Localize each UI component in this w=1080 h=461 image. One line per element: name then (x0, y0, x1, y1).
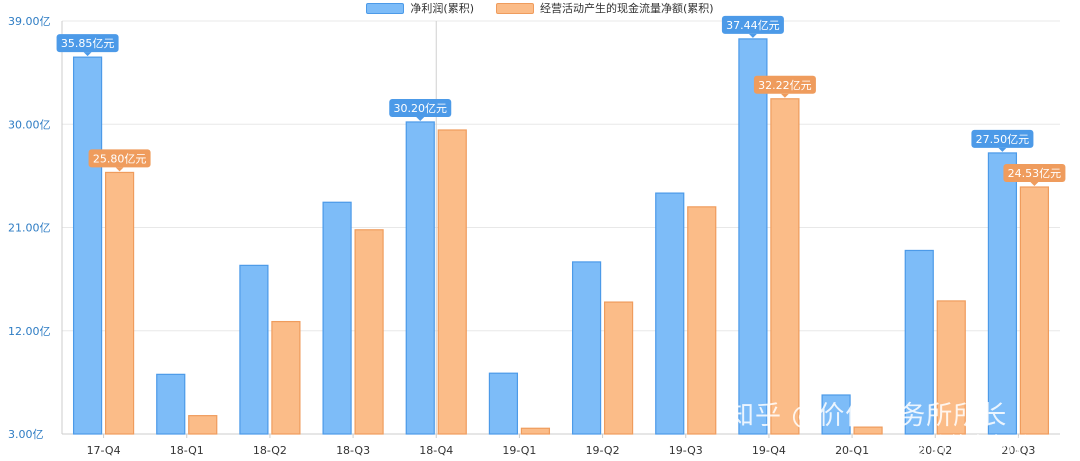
x-tick-label: 19-Q2 (586, 444, 620, 457)
x-tick-label: 20-Q2 (918, 444, 952, 457)
data-label-pointer (115, 167, 124, 172)
x-tick-label: 20-Q3 (1001, 444, 1035, 457)
bar-net-profit (655, 192, 685, 435)
bar-cash-flow (770, 98, 800, 435)
data-label-badge (753, 75, 816, 94)
bar-cash-flow (936, 300, 966, 435)
x-tick-label: 19-Q1 (502, 444, 536, 457)
x-tick-label: 18-Q1 (170, 444, 204, 457)
bar-cash-flow (853, 426, 883, 435)
data-label-pointer (83, 52, 92, 57)
data-label-pointer (416, 116, 425, 121)
bar-net-profit (571, 261, 602, 435)
data-label-badge (56, 34, 119, 53)
bar-net-profit (904, 249, 934, 435)
bar-net-profit (488, 372, 519, 435)
bar-cash-flow (687, 206, 717, 435)
bar-cash-flow (520, 427, 551, 435)
y-tick-label: 39.00亿 (8, 15, 51, 28)
legend-label-net-profit: 净利润(累积) (410, 2, 474, 15)
data-label: 25.80亿元 (93, 152, 147, 165)
x-tick-label: 18-Q3 (336, 444, 370, 457)
legend-item-cash-flow[interactable]: 经营活动产生的现金流量净额(累积) (496, 0, 714, 16)
x-tick-label: 19-Q3 (669, 444, 703, 457)
legend-swatch-net-profit (366, 2, 405, 14)
bar-net-profit (821, 394, 851, 435)
bar-net-profit (322, 201, 352, 435)
data-label: 35.85亿元 (61, 37, 115, 50)
data-label-badge (88, 149, 151, 168)
bar-cash-flow (1019, 186, 1050, 435)
watermark-main: 知乎 @价值事务所所长 (728, 401, 1008, 431)
bar-cash-flow (104, 171, 135, 435)
data-label-badge (1003, 164, 1066, 183)
bar-net-profit (738, 38, 768, 435)
legend-label-cash-flow: 经营活动产生的现金流量净额(累积) (540, 2, 714, 15)
bar-net-profit (405, 121, 435, 435)
x-tick-label: 20-Q1 (835, 444, 869, 457)
data-label: 32.22亿元 (758, 79, 812, 92)
x-tick-label: 18-Q4 (419, 444, 453, 457)
y-tick-label: 21.00亿 (8, 222, 51, 235)
x-tick-label: 18-Q2 (253, 444, 287, 457)
bar-net-profit (987, 152, 1018, 435)
bar-cash-flow (437, 129, 467, 435)
data-label-pointer (1030, 182, 1039, 187)
data-label-pointer (780, 93, 789, 98)
bar-net-profit (156, 373, 186, 435)
legend-item-net-profit[interactable]: 净利润(累积) (366, 0, 474, 16)
y-tick-label: 12.00亿 (8, 325, 51, 338)
data-label-pointer (998, 147, 1007, 152)
watermark-sub: @价值事务所 (908, 432, 1028, 456)
data-label-badge (971, 129, 1034, 148)
bar-cash-flow (188, 415, 218, 435)
legend-swatch-cash-flow (496, 2, 534, 14)
x-tick-label: 19-Q4 (752, 444, 786, 457)
data-label-badge (389, 98, 452, 117)
bar-cash-flow (603, 301, 634, 435)
bar-cash-flow (354, 229, 384, 435)
bar-cash-flow (271, 320, 301, 435)
y-tick-label: 3.00亿 (8, 428, 44, 441)
bar-net-profit (239, 264, 269, 435)
bar-net-profit (72, 56, 103, 435)
data-label: 27.50亿元 (976, 133, 1030, 146)
data-label: 37.44亿元 (726, 19, 780, 32)
data-label: 30.20亿元 (394, 102, 448, 115)
x-tick-label: 17-Q4 (87, 444, 121, 457)
data-label-badge (721, 15, 784, 34)
data-label-pointer (748, 33, 757, 38)
y-tick-label: 30.00亿 (8, 118, 51, 131)
chart-legend: 净利润(累积) 经营活动产生的现金流量净额(累积) (0, 0, 1080, 16)
data-label: 24.53亿元 (1008, 167, 1062, 180)
